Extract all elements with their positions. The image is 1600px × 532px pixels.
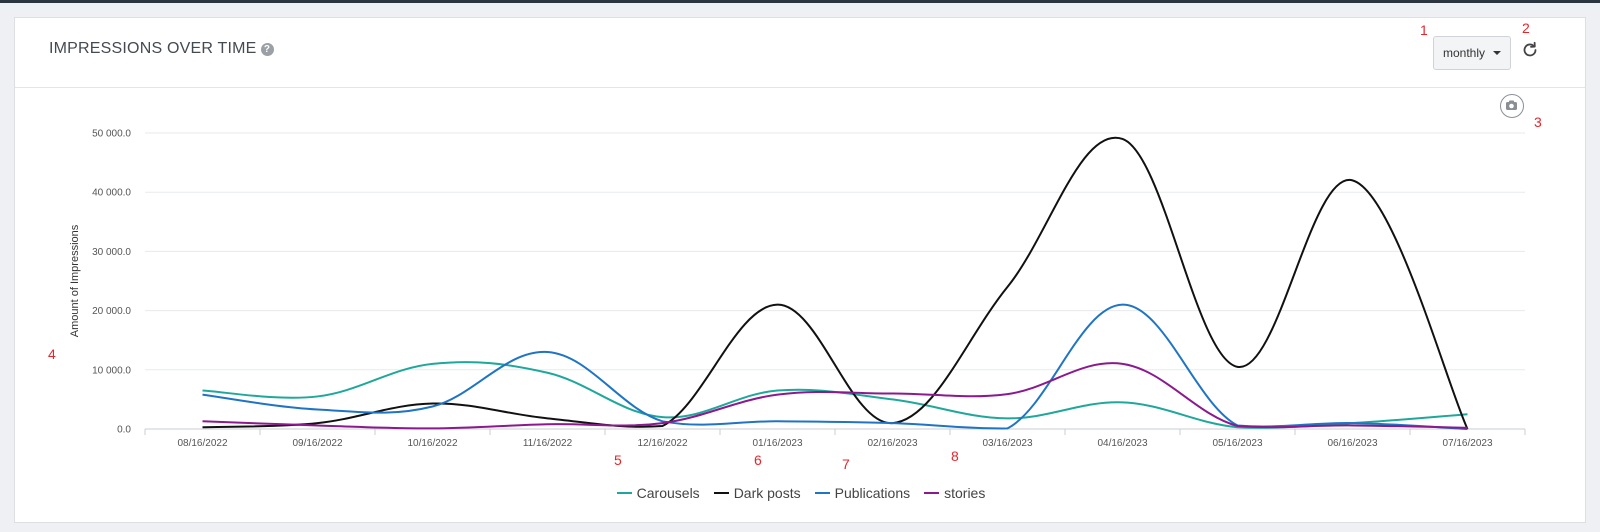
x-tick-label: 02/16/2023 — [867, 438, 917, 449]
chevron-down-icon — [1493, 51, 1501, 55]
legend-label: stories — [944, 485, 986, 501]
annotation-label: 4 — [48, 346, 56, 362]
x-tick-label: 05/16/2023 — [1212, 438, 1262, 449]
annotation-label: 7 — [842, 456, 850, 472]
chart-title-text: IMPRESSIONS OVER TIME — [49, 40, 257, 57]
series-line-carousels — [202, 361, 1468, 429]
y-tick-label: 20 000.0 — [92, 306, 131, 317]
x-tick-label: 07/16/2023 — [1442, 438, 1492, 449]
x-tick-label: 06/16/2023 — [1327, 438, 1377, 449]
x-tick-label: 12/16/2022 — [637, 438, 687, 449]
legend-swatch — [814, 492, 830, 494]
annotation-label: 3 — [1534, 114, 1542, 130]
period-select-value: monthly — [1443, 46, 1486, 60]
chart-title: IMPRESSIONS OVER TIME? — [49, 40, 274, 58]
series-line-publications — [202, 303, 1468, 430]
y-tick-label: 40 000.0 — [92, 188, 131, 199]
y-tick-label: 50 000.0 — [92, 129, 131, 140]
help-icon[interactable]: ? — [260, 43, 274, 56]
y-axis-title: Amount of Impressions — [69, 224, 81, 337]
y-tick-label: 0.0 — [117, 425, 131, 436]
legend-swatch — [713, 492, 729, 494]
x-tick-label: 09/16/2022 — [292, 438, 342, 449]
x-tick-label: 08/16/2022 — [177, 438, 227, 449]
x-tick-label: 11/16/2022 — [523, 438, 573, 449]
refresh-icon[interactable] — [1521, 41, 1539, 59]
series-line-stories — [202, 362, 1468, 430]
x-tick-label: 01/16/2023 — [752, 438, 802, 449]
legend-item-dark-posts[interactable]: Dark posts — [713, 485, 801, 501]
annotation-label: 5 — [614, 452, 622, 468]
top-bar — [0, 0, 1600, 3]
legend-label: Carousels — [636, 485, 700, 501]
chart-card: IMPRESSIONS OVER TIME? monthly 0.0 10 000… — [14, 17, 1586, 523]
legend-label: Publications — [834, 485, 911, 501]
card-header: IMPRESSIONS OVER TIME? monthly — [15, 18, 1585, 88]
annotation-label: 1 — [1420, 22, 1428, 38]
legend-item-stories[interactable]: stories — [924, 485, 985, 501]
period-select[interactable]: monthly — [1433, 36, 1511, 70]
chart-legend: Carousels Dark posts Publications stories — [15, 485, 1587, 501]
annotation-label: 8 — [951, 448, 959, 464]
camera-icon[interactable] — [1500, 94, 1524, 118]
legend-swatch — [616, 492, 632, 494]
x-tick-label: 04/16/2023 — [1097, 438, 1147, 449]
legend-label: Dark posts — [733, 485, 801, 501]
legend-swatch — [924, 492, 940, 494]
series-line-dark-posts — [202, 136, 1469, 430]
legend-item-publications[interactable]: Publications — [814, 485, 911, 501]
legend-item-carousels[interactable]: Carousels — [616, 485, 700, 501]
y-tick-label: 30 000.0 — [92, 247, 131, 258]
annotation-label: 6 — [754, 452, 762, 468]
annotation-label: 2 — [1522, 20, 1530, 36]
x-tick-label: 10/16/2022 — [407, 438, 457, 449]
y-tick-label: 10 000.0 — [92, 365, 131, 376]
line-chart: 0.0 10 000.0 20 000.0 30 000.0 40 000.0 50 00… — [69, 129, 1526, 449]
x-tick-label: 03/16/2023 — [982, 438, 1032, 449]
